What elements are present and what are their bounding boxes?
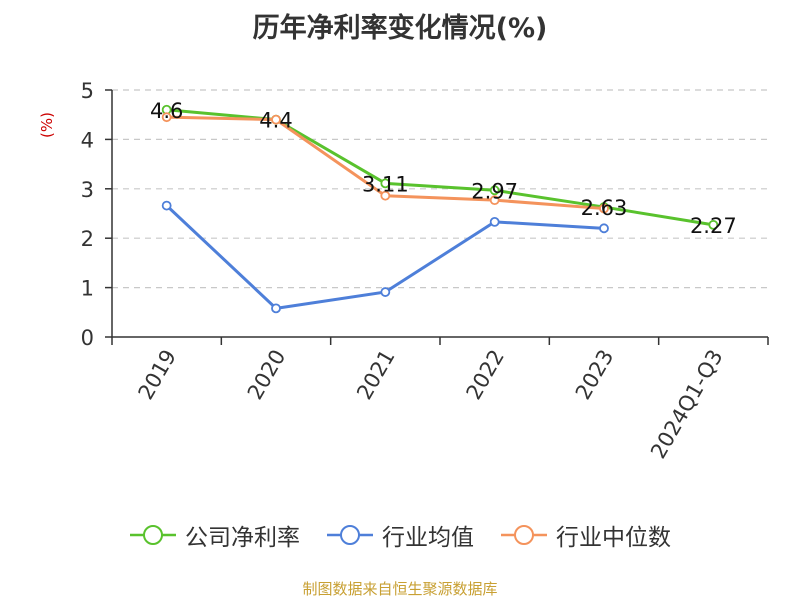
data-point <box>380 178 391 189</box>
x-tick-label: 2021 <box>352 346 400 404</box>
legend-item[interactable]: 行业中位数 <box>500 518 671 552</box>
data-label: 4.4 <box>259 109 292 133</box>
data-point <box>271 303 281 314</box>
data-point <box>380 287 391 297</box>
data-point <box>489 195 500 206</box>
source-note: 制图数据来自恒生聚源数据库 <box>302 580 498 598</box>
y-axis-title: (%) <box>38 112 56 138</box>
series-lines <box>161 104 719 314</box>
data-label: 4.6 <box>150 99 183 123</box>
data-label: 2.97 <box>471 179 518 203</box>
legend-label: 公司净利率 <box>185 525 300 551</box>
x-tick-label: 2024Q1-Q3 <box>646 346 728 463</box>
legend-item[interactable]: 行业均值 <box>326 518 474 552</box>
y-tick-label: 2 <box>81 227 94 251</box>
y-tick-label: 0 <box>81 326 94 350</box>
y-tick-label: 3 <box>81 178 94 202</box>
legend-line-icon <box>501 525 547 545</box>
data-point <box>708 219 719 230</box>
legend-line-icon <box>130 525 176 545</box>
data-point <box>161 112 172 123</box>
data-point <box>161 200 172 211</box>
x-tick-label: 2023 <box>571 346 619 404</box>
legend-label: 行业均值 <box>382 525 474 551</box>
x-tick-label: 2022 <box>461 346 509 404</box>
legend: 公司净利率 行业均值 行业中位数 <box>0 518 800 552</box>
data-point <box>489 185 500 196</box>
data-label: 2.27 <box>690 214 737 238</box>
data-labels: 4.6 4.4 3.11 2.97 2.63 2.27 <box>150 99 737 238</box>
data-point <box>380 190 391 201</box>
x-tick-label: 2019 <box>133 346 181 404</box>
chart-title: 历年净利率变化情况(%) <box>252 13 548 44</box>
series-line <box>166 108 714 227</box>
legend-label: 行业中位数 <box>556 525 671 551</box>
data-label: 2.63 <box>581 196 628 220</box>
data-label: 3.11 <box>362 172 409 196</box>
data-point <box>599 223 609 234</box>
y-tick-label: 1 <box>81 277 94 301</box>
data-point <box>271 114 281 125</box>
data-point <box>489 216 500 227</box>
x-tick-label: 2020 <box>243 346 291 404</box>
legend-line-icon <box>327 525 373 545</box>
axes: 0 1 2 3 4 5 2019 2020 2021 2022 2023 2024Q1-Q3 <box>81 79 769 463</box>
y-tick-label: 5 <box>81 79 94 103</box>
data-point <box>599 203 609 214</box>
y-tick-label: 4 <box>81 128 94 152</box>
legend-item[interactable]: 公司净利率 <box>129 518 300 552</box>
